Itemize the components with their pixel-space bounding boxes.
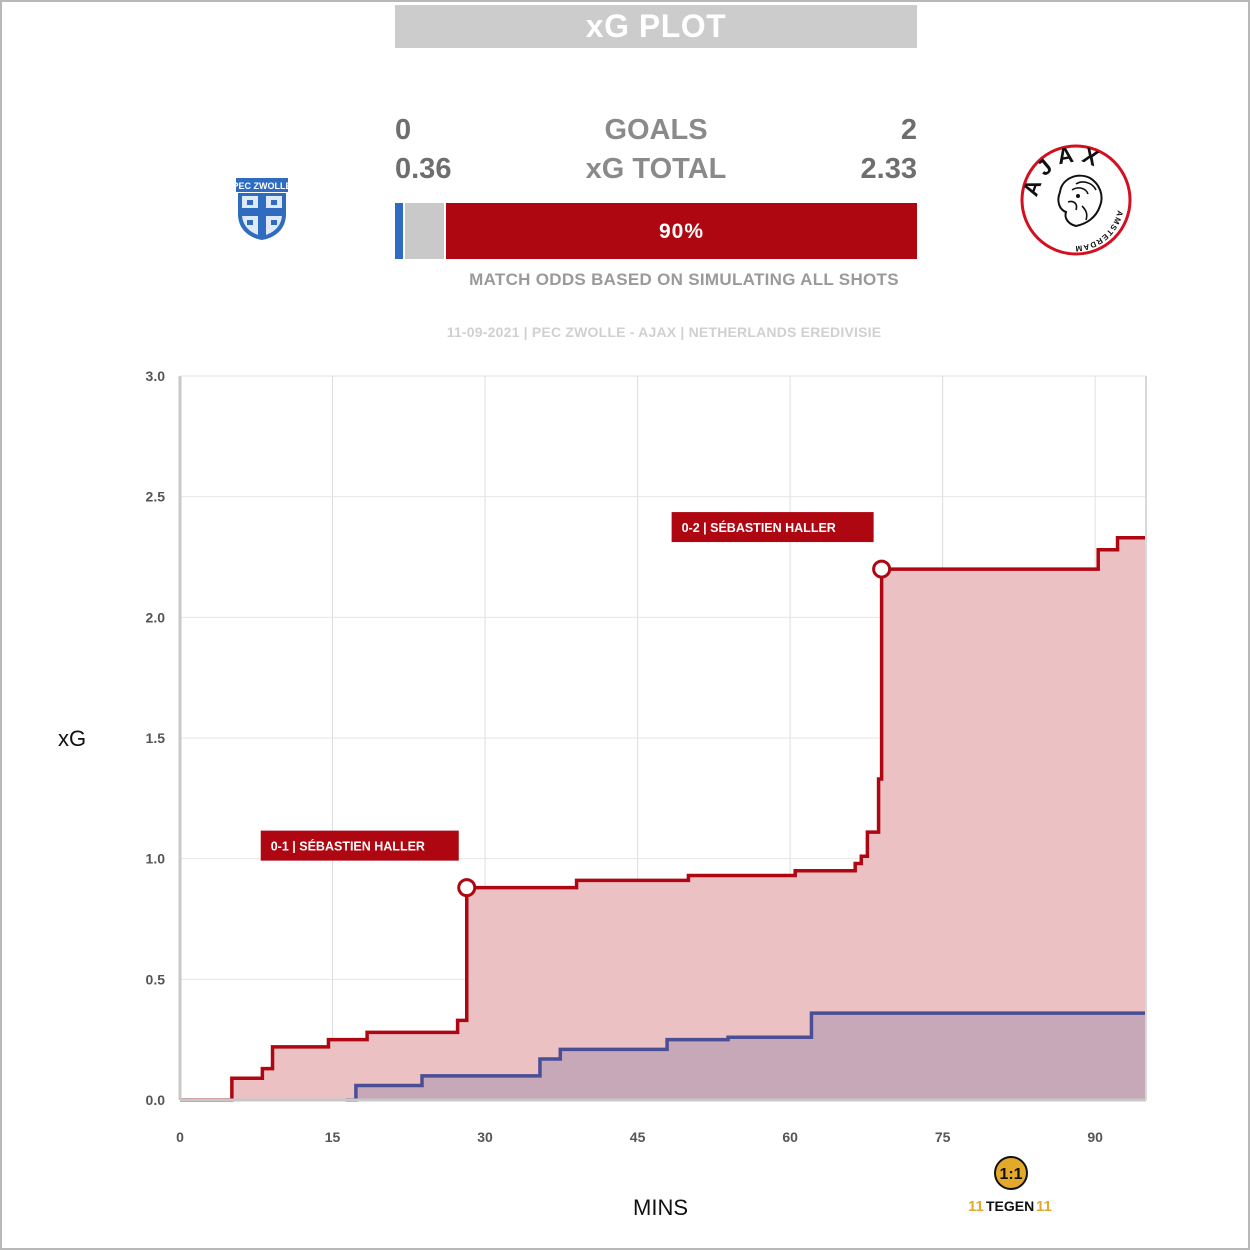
home-xg-total: 0.36 [395, 153, 452, 185]
home-crest-text: PEC ZWOLLE [234, 181, 290, 191]
odds-note: MATCH ODDS BASED ON SIMULATING ALL SHOTS [469, 270, 899, 289]
match-info: 11-09-2021 | PEC ZWOLLE - AJAX | NETHERL… [446, 324, 882, 340]
ajax-xg-area [180, 537, 1146, 1100]
away-goals: 2 [900, 114, 917, 146]
ajax-crest-icon: AJAX AMSTERDAM [1018, 141, 1132, 256]
brand-number-right: 11 [1036, 1198, 1052, 1215]
chart-areas [180, 537, 1147, 1100]
goal-marker [872, 559, 892, 579]
y-tick-label: 1.5 [146, 730, 166, 746]
brand-text: TEGEN [986, 1198, 1034, 1214]
home-goals: 0 [395, 114, 412, 146]
xg-total-label: xG TOTAL [585, 153, 727, 185]
pec-zwolle-xg-line [345, 1011, 1146, 1102]
page-title: xG PLOT [395, 5, 917, 48]
goals-label: GOALS [604, 114, 708, 146]
chart-annotations: 0-1 | SÉBASTIEN HALLER 0-2 | SÉBASTIEN HA… [260, 512, 892, 898]
home-win-odds-segment [395, 203, 403, 259]
brand-number-left: 11 [968, 1198, 984, 1215]
x-tick-label: 30 [477, 1129, 493, 1145]
goal-marker [457, 878, 477, 898]
y-tick-label: 2.0 [146, 609, 166, 625]
xg-total-row: 0.36 xG TOTAL 2.33 [395, 153, 917, 193]
goal-annotation-box [260, 830, 459, 861]
x-tick-label: 0 [176, 1129, 184, 1145]
y-tick-label: 3.0 [146, 368, 166, 384]
x-tick-label: 90 [1087, 1129, 1103, 1145]
ajax-xg-line [180, 535, 1146, 1102]
y-axis-title: xG [58, 726, 87, 751]
brand-logo-icon: 1:1 11 TEGEN 11 [968, 1156, 1052, 1215]
goals-row: 0 GOALS 2 [395, 114, 917, 154]
pec-zwolle-crest-icon: PEC ZWOLLE [234, 178, 290, 240]
x-axis-title: MINS [633, 1195, 688, 1220]
chart-axes [178, 375, 1147, 1102]
x-tick-label: 45 [630, 1129, 646, 1145]
chart-tick-labels: 0 15 30 45 60 75 90 0.0 0.5 1.0 1.5 2.0 2.5 3.0 [146, 368, 1104, 1145]
svg-text:1:1: 1:1 [999, 1166, 1022, 1183]
chart-lines [180, 535, 1146, 1102]
y-tick-label: 1.0 [146, 851, 166, 867]
pec-zwolle-xg-area [345, 1013, 1147, 1100]
goal-annotation-label: 0-1 | SÉBASTIEN HALLER [271, 839, 425, 854]
goal-annotation-box [671, 512, 874, 543]
y-tick-label: 0.5 [146, 971, 166, 987]
away-win-odds-segment: 90% [446, 203, 917, 259]
match-odds-bar: 90% [395, 203, 917, 259]
x-tick-label: 75 [935, 1129, 951, 1145]
y-tick-label: 2.5 [146, 489, 166, 505]
y-tick-label: 0.0 [146, 1092, 166, 1108]
away-xg-total: 2.33 [860, 153, 917, 185]
x-tick-label: 60 [782, 1129, 798, 1145]
goal-annotation-label: 0-2 | SÉBASTIEN HALLER [682, 520, 836, 535]
draw-odds-segment [405, 203, 444, 259]
x-tick-label: 15 [325, 1129, 341, 1145]
